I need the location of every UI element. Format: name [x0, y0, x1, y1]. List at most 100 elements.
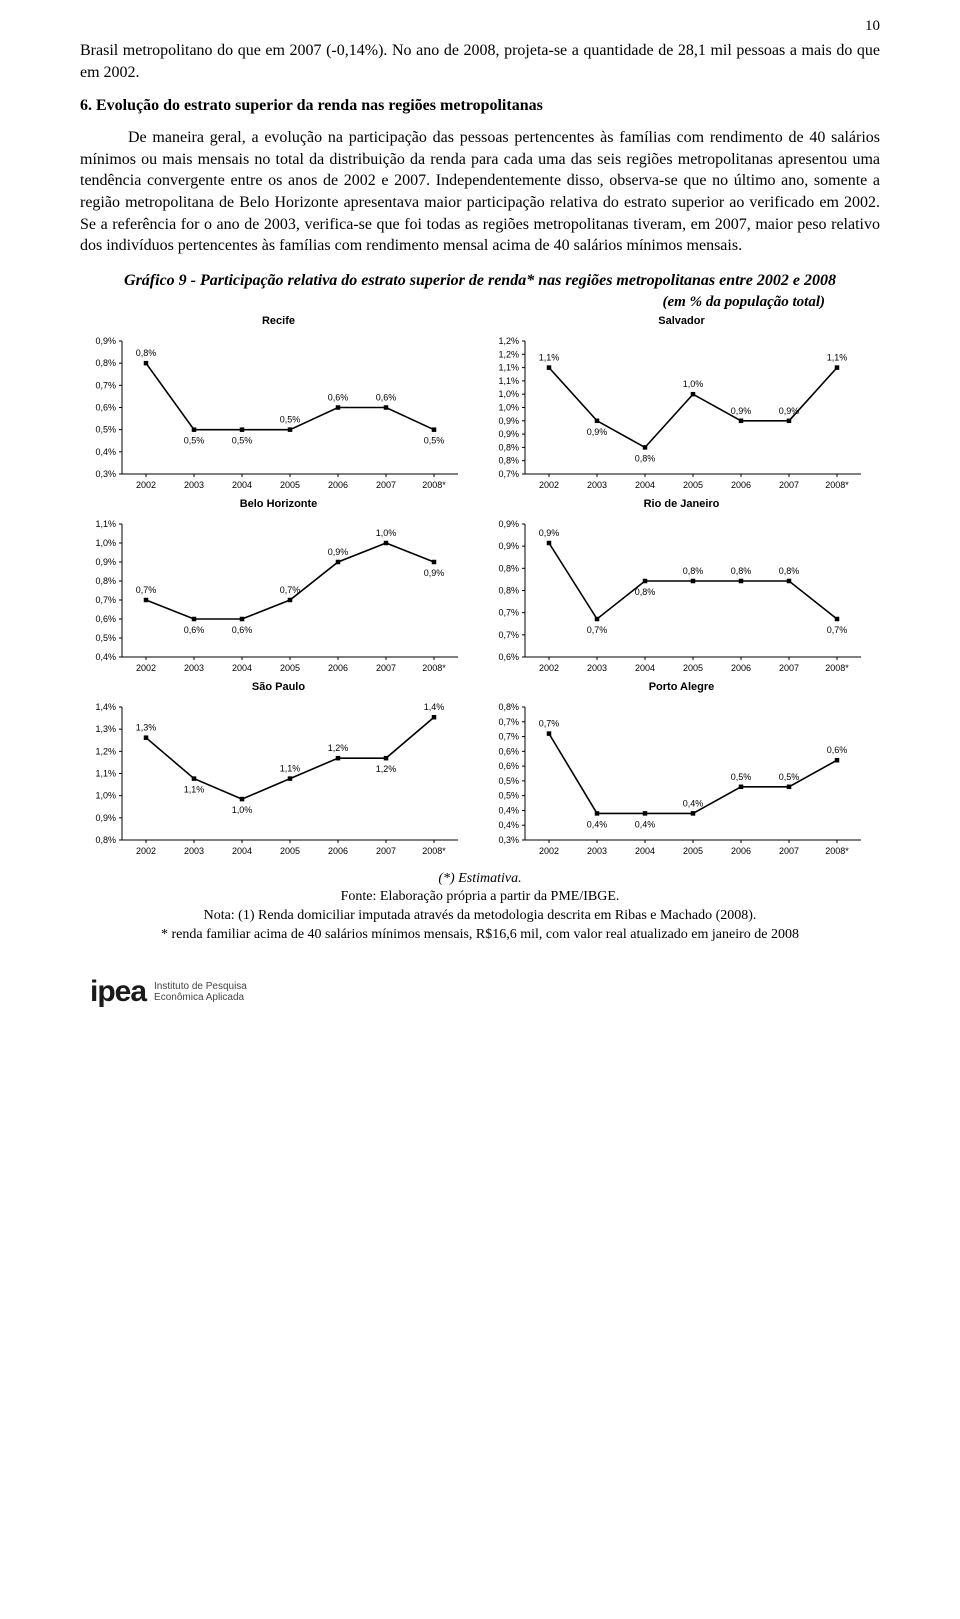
chart-são-paulo: São Paulo0,8%0,9%1,0%1,1%1,2%1,3%1,4%200… — [80, 681, 477, 862]
logo-row: ipea Instituto de Pesquisa Econômica Apl… — [80, 975, 880, 1009]
chart-name-label: Porto Alegre — [483, 681, 880, 693]
svg-text:0,8%: 0,8% — [498, 702, 519, 712]
svg-text:2005: 2005 — [683, 663, 703, 673]
svg-text:0,6%: 0,6% — [498, 746, 519, 756]
chart-subtitle: (em % da população total) — [80, 294, 880, 311]
chart-name-label: Rio de Janeiro — [483, 498, 880, 510]
svg-text:1,3%: 1,3% — [136, 722, 157, 732]
note-source: Fonte: Elaboração própria a partir da PM… — [80, 888, 880, 907]
svg-text:0,6%: 0,6% — [498, 652, 519, 662]
svg-text:2005: 2005 — [280, 663, 300, 673]
svg-text:0,5%: 0,5% — [731, 771, 752, 781]
chart-svg: 0,4%0,5%0,6%0,7%0,8%0,9%1,0%1,1%20022003… — [80, 514, 470, 679]
svg-text:1,4%: 1,4% — [95, 702, 116, 712]
svg-text:1,0%: 1,0% — [95, 790, 116, 800]
svg-text:0,6%: 0,6% — [232, 625, 253, 635]
svg-text:0,6%: 0,6% — [95, 402, 116, 412]
svg-text:0,5%: 0,5% — [779, 771, 800, 781]
svg-text:0,9%: 0,9% — [498, 415, 519, 425]
svg-text:1,1%: 1,1% — [95, 519, 116, 529]
svg-text:0,9%: 0,9% — [498, 519, 519, 529]
svg-text:2005: 2005 — [280, 846, 300, 856]
svg-text:1,0%: 1,0% — [376, 528, 397, 538]
chart-svg: 0,7%0,8%0,8%0,9%0,9%1,0%1,0%1,1%1,1%1,2%… — [483, 331, 873, 496]
svg-text:2004: 2004 — [232, 663, 252, 673]
svg-text:2008*: 2008* — [825, 846, 849, 856]
note-2: * renda familiar acima de 40 salários mí… — [80, 926, 880, 945]
svg-text:1,1%: 1,1% — [498, 362, 519, 372]
svg-text:2007: 2007 — [376, 480, 396, 490]
svg-text:0,8%: 0,8% — [95, 358, 116, 368]
chart-title-block: Gráfico 9 - Participação relativa do est… — [80, 271, 880, 311]
svg-text:2003: 2003 — [184, 480, 204, 490]
svg-text:2004: 2004 — [232, 480, 252, 490]
svg-text:0,6%: 0,6% — [376, 392, 397, 402]
svg-text:1,2%: 1,2% — [498, 349, 519, 359]
svg-text:2003: 2003 — [184, 846, 204, 856]
svg-text:0,9%: 0,9% — [328, 547, 349, 557]
svg-text:2006: 2006 — [731, 846, 751, 856]
svg-text:2007: 2007 — [779, 846, 799, 856]
svg-text:2002: 2002 — [136, 846, 156, 856]
chart-recife: Recife0,3%0,4%0,5%0,6%0,7%0,8%0,9%200220… — [80, 315, 477, 496]
section-heading: 6. Evolução do estrato superior da renda… — [80, 97, 880, 115]
svg-text:2003: 2003 — [587, 480, 607, 490]
svg-text:0,7%: 0,7% — [498, 629, 519, 639]
svg-text:1,3%: 1,3% — [95, 724, 116, 734]
svg-text:0,9%: 0,9% — [498, 429, 519, 439]
svg-text:0,8%: 0,8% — [683, 566, 704, 576]
svg-text:2005: 2005 — [683, 846, 703, 856]
note-1: Nota: (1) Renda domiciliar imputada atra… — [80, 907, 880, 926]
svg-text:0,6%: 0,6% — [827, 745, 848, 755]
svg-text:0,8%: 0,8% — [136, 348, 157, 358]
chart-name-label: Recife — [80, 315, 477, 327]
svg-text:1,0%: 1,0% — [498, 402, 519, 412]
notes-block: (*) Estimativa. Fonte: Elaboração própri… — [80, 870, 880, 946]
svg-text:1,1%: 1,1% — [827, 352, 848, 362]
svg-text:1,1%: 1,1% — [498, 375, 519, 385]
svg-text:2008*: 2008* — [422, 480, 446, 490]
svg-text:2002: 2002 — [539, 846, 559, 856]
svg-text:2007: 2007 — [779, 663, 799, 673]
ipea-sub-line2: Econômica Aplicada — [154, 992, 244, 1003]
svg-text:2004: 2004 — [635, 663, 655, 673]
svg-text:2003: 2003 — [587, 846, 607, 856]
ipea-sub-line1: Instituto de Pesquisa — [154, 981, 247, 992]
chart-name-label: Belo Horizonte — [80, 498, 477, 510]
chart-svg: 0,3%0,4%0,5%0,6%0,7%0,8%0,9%200220032004… — [80, 331, 470, 496]
svg-text:0,7%: 0,7% — [280, 585, 301, 595]
svg-text:0,8%: 0,8% — [731, 566, 752, 576]
svg-text:0,5%: 0,5% — [280, 414, 301, 424]
chart-rio-de-janeiro: Rio de Janeiro0,6%0,7%0,7%0,8%0,8%0,9%0,… — [483, 498, 880, 679]
paragraph-1: Brasil metropolitano do que em 2007 (-0,… — [80, 40, 880, 83]
svg-text:0,5%: 0,5% — [95, 633, 116, 643]
svg-text:2007: 2007 — [779, 480, 799, 490]
svg-text:2004: 2004 — [635, 480, 655, 490]
svg-text:2002: 2002 — [136, 663, 156, 673]
page: 10 Brasil metropolitano do que em 2007 (… — [0, 0, 960, 1029]
svg-text:1,0%: 1,0% — [232, 805, 253, 815]
paragraph-2: De maneira geral, a evolução na particip… — [80, 127, 880, 257]
ipea-logo: ipea Instituto de Pesquisa Econômica Apl… — [90, 975, 247, 1009]
svg-text:0,7%: 0,7% — [498, 731, 519, 741]
svg-text:0,6%: 0,6% — [184, 625, 205, 635]
svg-text:0,4%: 0,4% — [635, 819, 656, 829]
svg-text:0,5%: 0,5% — [498, 775, 519, 785]
svg-text:1,0%: 1,0% — [95, 538, 116, 548]
svg-text:0,9%: 0,9% — [587, 426, 608, 436]
svg-text:0,5%: 0,5% — [95, 424, 116, 434]
svg-text:0,7%: 0,7% — [539, 718, 560, 728]
svg-text:0,5%: 0,5% — [232, 435, 253, 445]
svg-text:2006: 2006 — [731, 480, 751, 490]
svg-text:0,4%: 0,4% — [498, 805, 519, 815]
chart-svg: 0,8%0,9%1,0%1,1%1,2%1,3%1,4%200220032004… — [80, 697, 470, 862]
ipea-logo-subtitle: Instituto de Pesquisa Econômica Aplicada — [154, 981, 247, 1003]
svg-text:0,9%: 0,9% — [539, 528, 560, 538]
svg-text:0,5%: 0,5% — [184, 435, 205, 445]
svg-text:0,9%: 0,9% — [424, 568, 445, 578]
svg-text:1,2%: 1,2% — [95, 746, 116, 756]
chart-name-label: Salvador — [483, 315, 880, 327]
svg-text:2002: 2002 — [136, 480, 156, 490]
svg-text:1,1%: 1,1% — [539, 352, 560, 362]
svg-text:2006: 2006 — [731, 663, 751, 673]
